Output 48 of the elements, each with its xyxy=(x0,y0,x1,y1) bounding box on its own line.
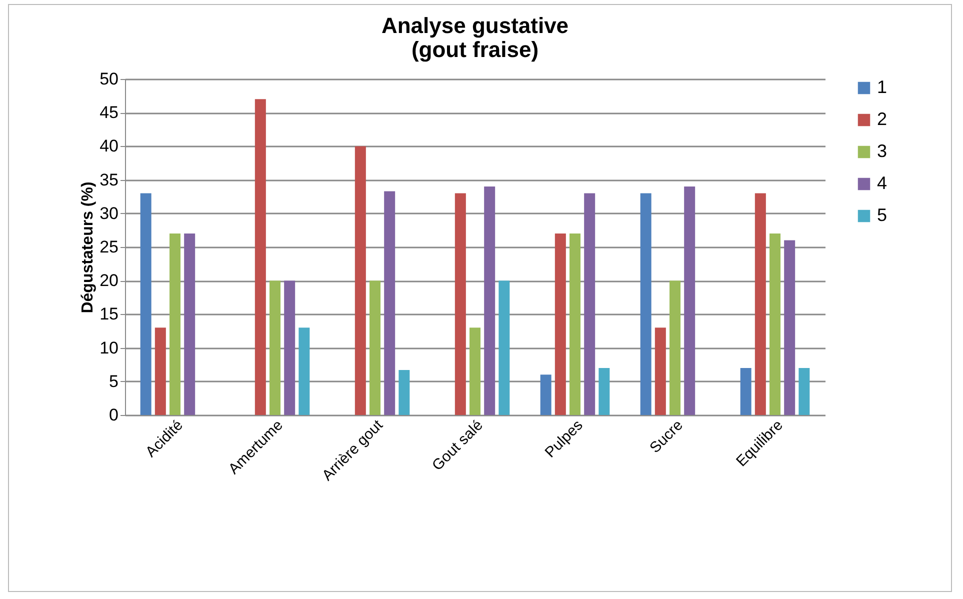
y-tick-label: 15 xyxy=(100,304,118,324)
y-tick-label: 45 xyxy=(100,103,118,122)
bar xyxy=(354,146,366,415)
bar xyxy=(470,328,480,415)
bar xyxy=(154,328,166,415)
bar xyxy=(654,328,666,415)
legend-label: 2 xyxy=(877,109,888,129)
legend-label: 1 xyxy=(877,77,888,97)
bar xyxy=(684,186,696,415)
y-tick-label: 0 xyxy=(109,406,118,424)
bar xyxy=(140,193,152,415)
bar xyxy=(754,193,766,415)
bar xyxy=(184,234,196,415)
y-tick-label: 20 xyxy=(100,271,118,290)
bar xyxy=(454,193,466,415)
bar xyxy=(370,280,380,415)
bar xyxy=(284,280,296,415)
bar xyxy=(798,368,810,415)
chart-title: Analyse gustative (gout fraise) xyxy=(381,13,569,62)
bar xyxy=(670,280,680,415)
y-tick-label: 40 xyxy=(100,136,118,156)
bar xyxy=(270,280,280,415)
bar xyxy=(298,328,310,415)
y-tick-label: 25 xyxy=(100,238,118,256)
bar xyxy=(598,368,610,415)
bar xyxy=(384,191,396,415)
bar xyxy=(170,234,180,415)
y-tick-label: 5 xyxy=(109,372,118,391)
bar xyxy=(254,99,266,415)
legend-label: 5 xyxy=(877,205,888,225)
bar xyxy=(770,234,780,415)
bar xyxy=(570,234,580,415)
bar xyxy=(640,193,652,415)
y-tick-label: 10 xyxy=(100,338,118,358)
y-axis-title: Dégustateurs (%) xyxy=(80,182,97,314)
bar xyxy=(484,186,496,415)
bar xyxy=(584,193,596,415)
bar xyxy=(740,368,752,415)
legend-label: 4 xyxy=(877,173,888,193)
y-tick-label: 35 xyxy=(100,170,118,190)
bar xyxy=(784,240,796,415)
bar xyxy=(540,374,552,415)
bar xyxy=(498,280,510,415)
bar xyxy=(398,370,410,415)
y-tick-label: 50 xyxy=(100,70,118,88)
y-tick-label: 30 xyxy=(100,204,118,223)
legend-label: 3 xyxy=(877,141,888,161)
bar xyxy=(554,234,566,415)
